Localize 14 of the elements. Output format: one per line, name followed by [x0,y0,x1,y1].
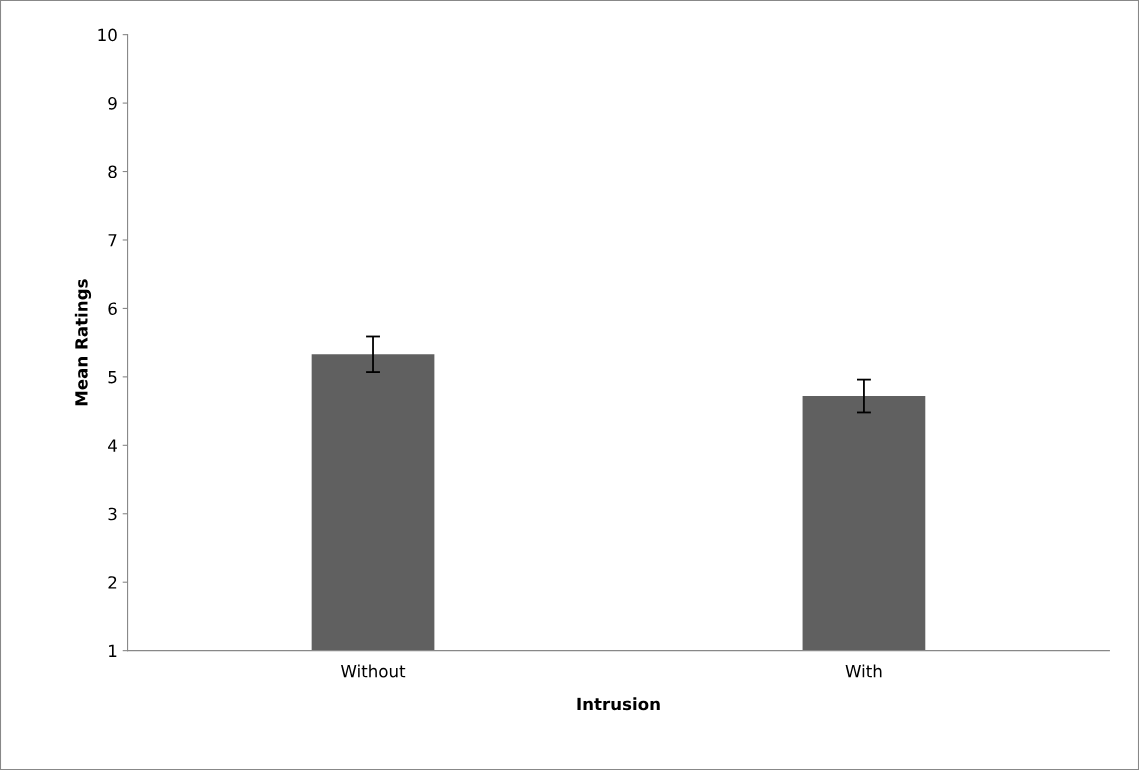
y-tick-label: 3 [108,507,117,521]
x-tick-label: Without [341,664,406,678]
y-tick-label: 5 [108,371,117,384]
y-tick-label: 6 [108,302,117,315]
y-tick-label: 7 [108,234,117,247]
y-tick-label: 2 [108,576,117,589]
y-tick-label: 1 [109,644,117,657]
x-axis-title: Intrusion [577,697,660,711]
y-tick-label: 10 [98,28,117,42]
x-tick-label: With [845,664,882,678]
y-tick-label: 4 [108,439,117,452]
y-axis-title: Mean Ratings [74,279,92,406]
y-tick-label: 8 [108,165,117,179]
y-tick-label: 9 [108,97,117,110]
